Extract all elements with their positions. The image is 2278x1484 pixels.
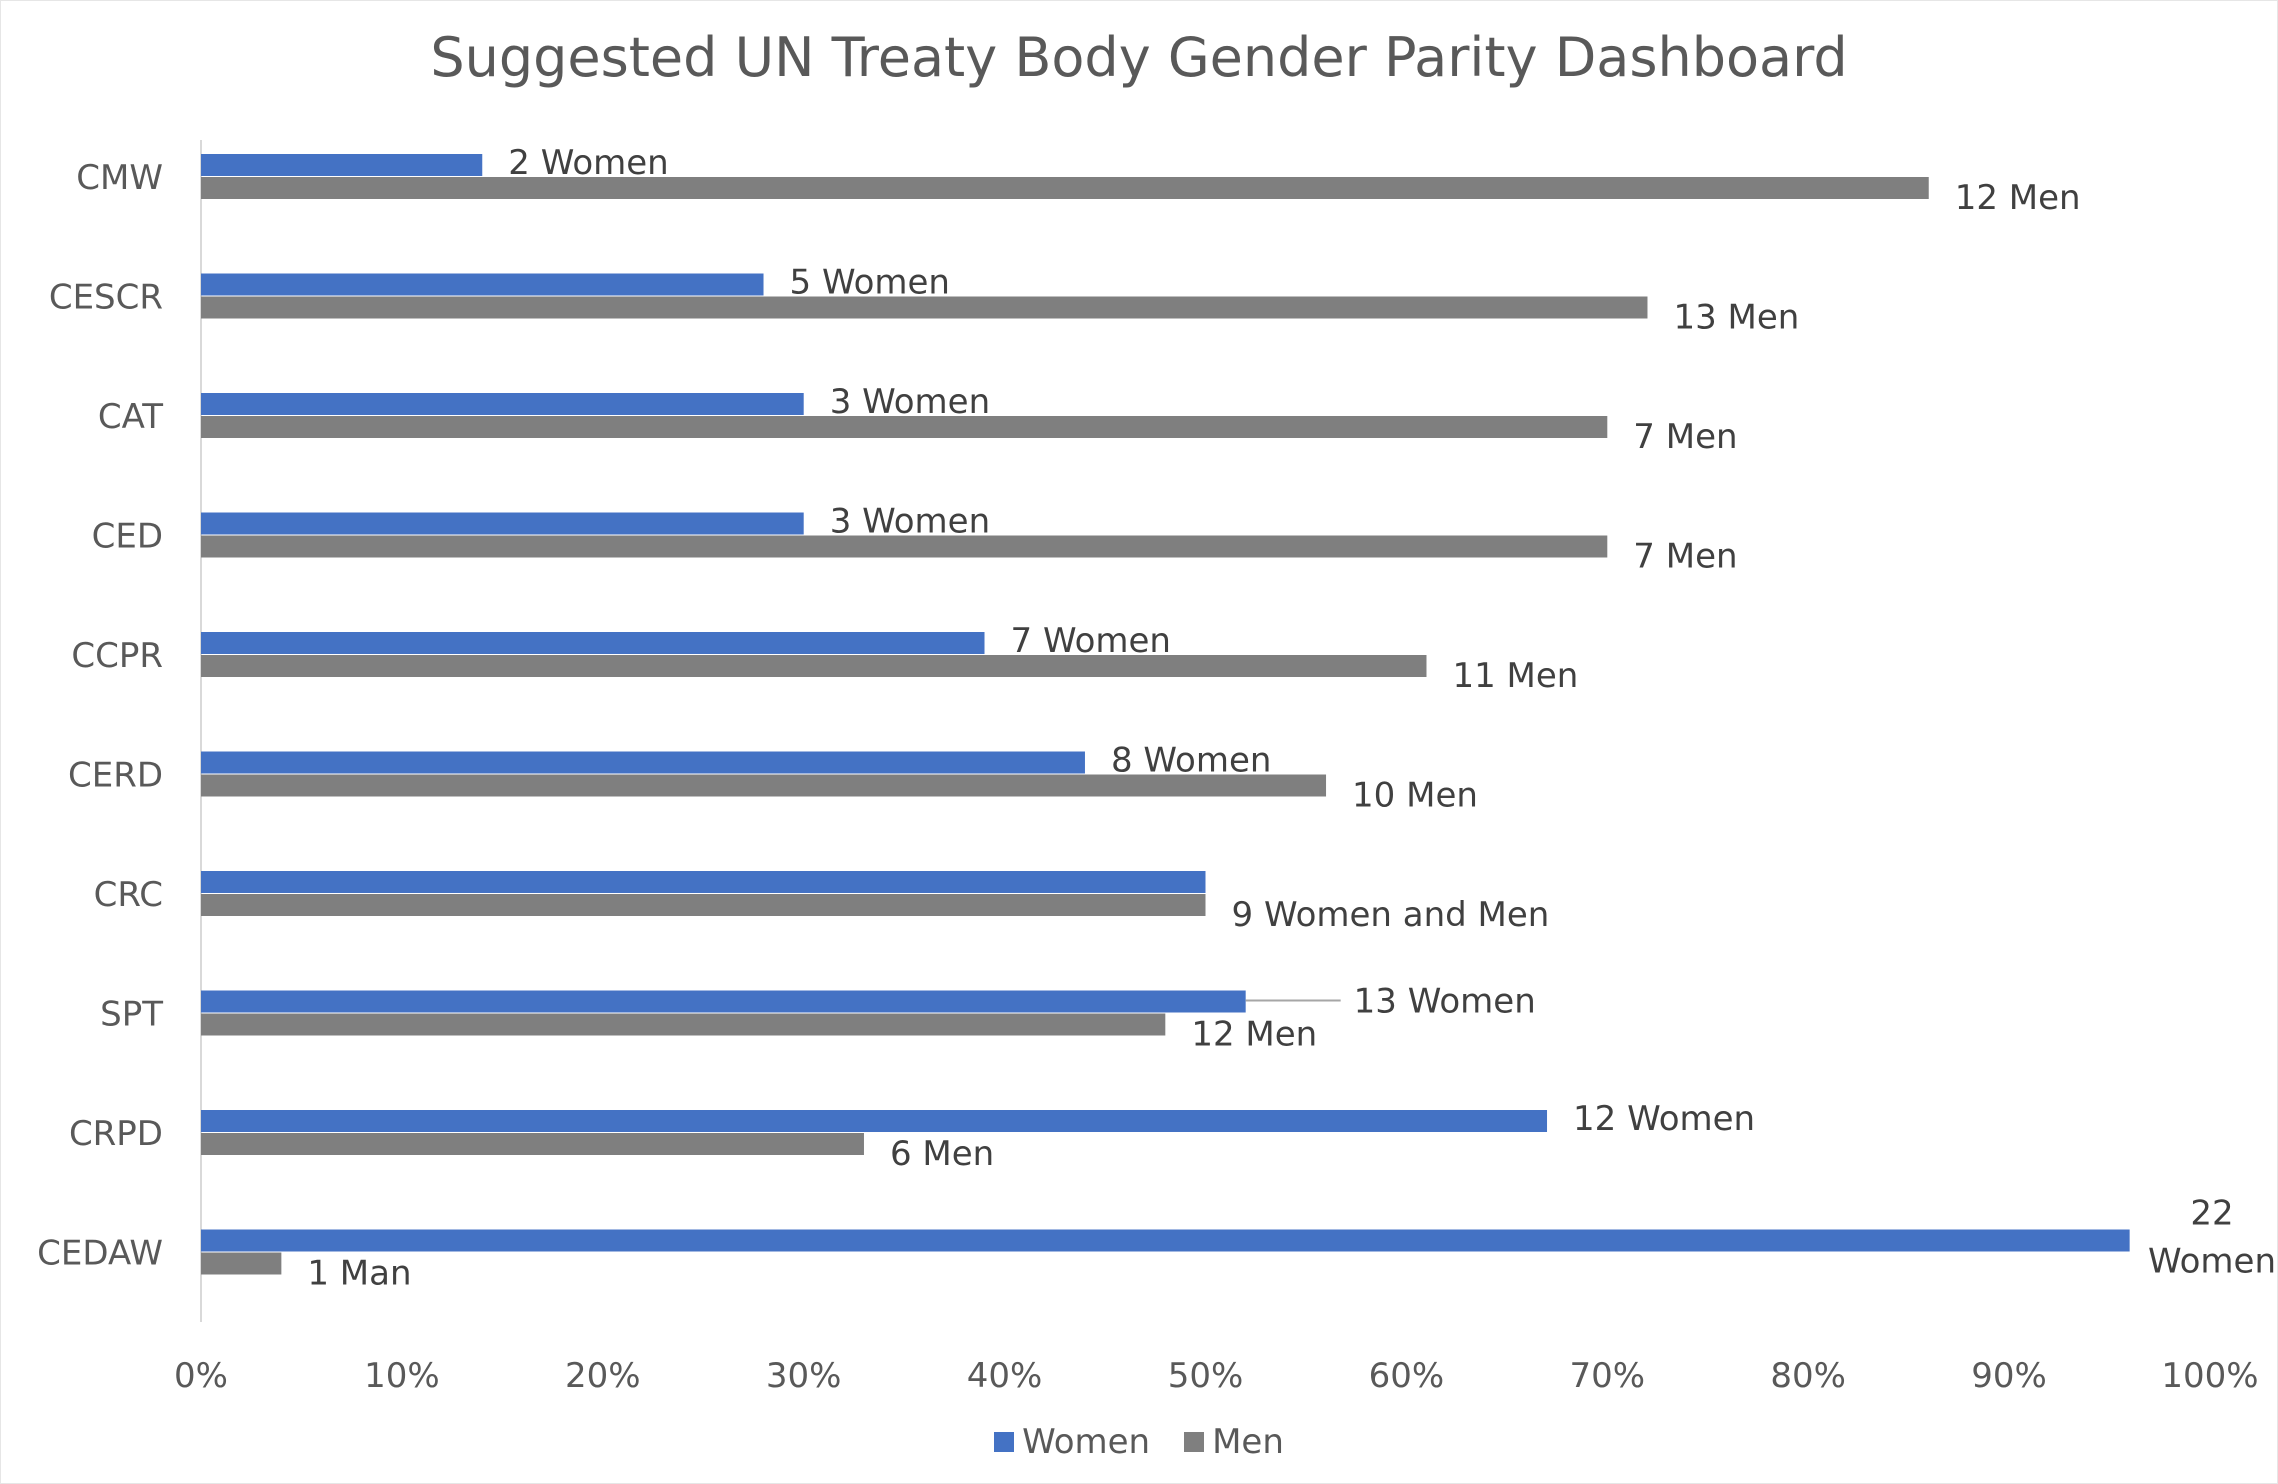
x-tick-label: 40% [967,1356,1043,1396]
men-bar [201,416,1608,438]
men-data-label: 10 Men [1352,776,1478,816]
men-bar [201,655,1427,677]
legend-item-men: Men [1184,1422,1284,1462]
women-data-label: 3 Women [830,502,990,542]
women-data-label: 7 Women [1011,621,1171,661]
men-data-label: 11 Men [1452,656,1578,696]
category-label: CCPR [71,636,163,676]
legend-swatch-men [1184,1432,1205,1452]
women-bar [201,393,804,415]
women-data-label: 13 Women [1354,982,1536,1022]
men-data-label: 7 Men [1633,417,1737,457]
men-data-label: 7 Men [1633,537,1737,577]
women-bar [201,1229,2130,1252]
women-data-label: 22 Women [2148,1194,2276,1282]
legend-swatch-women [994,1432,1015,1452]
women-bar [201,512,804,535]
men-bar [201,1013,1166,1036]
men-bar [201,535,1608,558]
women-bar [201,154,483,176]
category-label: CRPD [69,1114,163,1154]
x-tick-label: 100% [2161,1356,2258,1396]
women-data-label: 3 Women [830,382,990,422]
men-bar [201,177,1929,199]
women-data-label: 8 Women [1111,741,1271,781]
legend: Women Men [0,1422,2278,1462]
men-data-label: 6 Men [890,1134,994,1174]
x-tick-label: 20% [565,1356,641,1396]
men-data-label: 12 Men [1955,178,2081,218]
men-bar [201,894,1206,916]
category-label: CEDAW [37,1234,163,1274]
legend-item-women: Women [994,1422,1150,1462]
x-tick-label: 50% [1168,1356,1244,1396]
category-label: CESCR [49,278,163,318]
x-tick-label: 60% [1369,1356,1445,1396]
x-tick-label: 90% [1971,1356,2047,1396]
chart-title: Suggested UN Treaty Body Gender Parity D… [430,26,1848,89]
women-bar [201,1110,1548,1132]
category-label: CAT [98,397,163,437]
women-data-label: 12 Women [1573,1099,1755,1139]
men-data-label: 13 Men [1673,298,1799,338]
women-bar [201,871,1206,893]
men-data-label: 12 Men [1191,1015,1317,1055]
men-bar [201,1252,282,1275]
category-label: CERD [68,756,163,796]
legend-label-men: Men [1212,1422,1284,1462]
women-data-label: 5 Women [790,263,950,303]
category-label: SPT [100,995,163,1035]
x-tick-label: 0% [174,1356,228,1396]
category-label: CRC [94,875,163,915]
men-data-label: 1 Man [307,1254,411,1294]
men-data-label: 9 Women and Men [1232,895,1550,935]
x-tick-label: 80% [1770,1356,1846,1396]
men-bar [201,296,1648,319]
women-bar [201,632,985,654]
women-data-label: 2 Women [508,143,668,183]
men-bar [201,1133,864,1155]
legend-label-women: Women [1022,1422,1151,1462]
x-tick-label: 70% [1570,1356,1646,1396]
x-tick-label: 30% [766,1356,842,1396]
category-label: CMW [76,158,163,198]
women-bar [201,273,764,296]
women-bar [201,751,1085,774]
women-bar [201,990,1246,1013]
category-label: CED [92,517,163,557]
men-bar [201,774,1327,797]
x-tick-label: 10% [364,1356,440,1396]
